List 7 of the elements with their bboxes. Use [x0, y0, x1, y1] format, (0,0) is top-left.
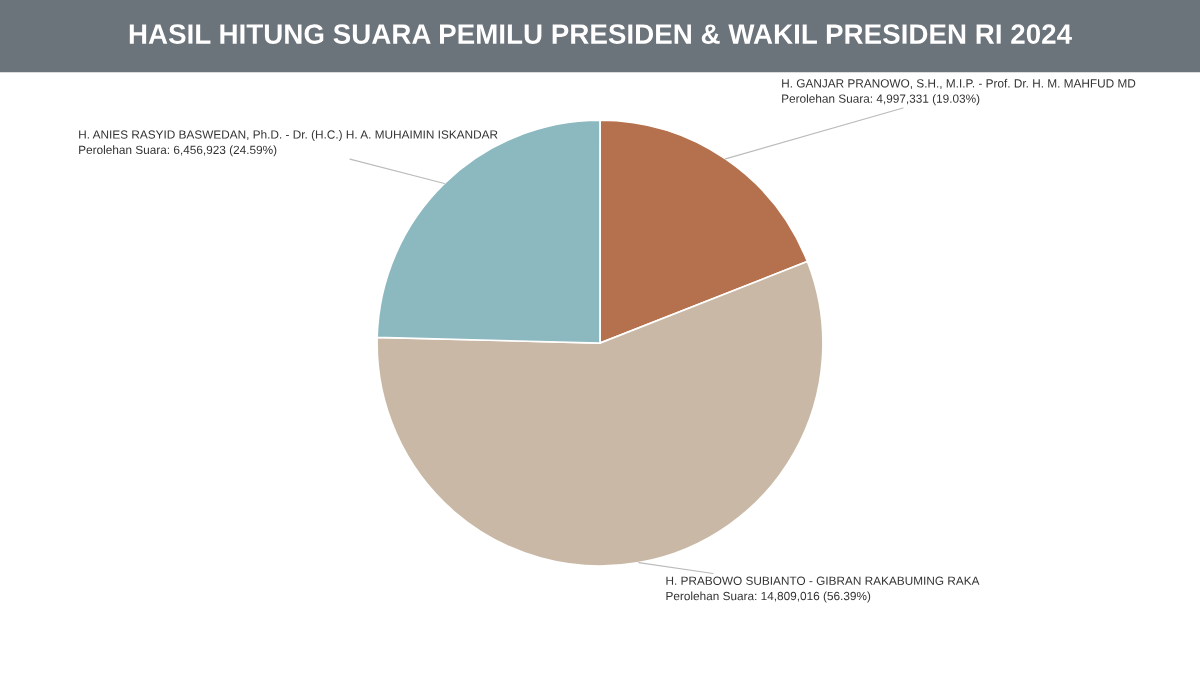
data-label: Perolehan Suara: 14,809,016 (56.39%) [666, 591, 871, 603]
slice-label: H. ANIES RASYID BASWEDAN, Ph.D. - Dr. (H.C.) H. A. MUHAIMIN ISKANDAR [79, 130, 498, 142]
data-label: Perolehan Suara: 4,997,331 (19.03%) [782, 94, 980, 106]
chart-title: HASIL HITUNG SUARA PEMILU PRESIDEN & WAKIL PRESIDEN RI 2024 [129, 24, 1072, 44]
data-label: Perolehan Suara: 6,456,923 (24.59%) [79, 145, 277, 157]
slice-label: H. GANJAR PRANOWO, S.H., M.I.P. - Prof. Dr. H. M. MAHFUD MD [782, 78, 1136, 89]
slice-label: H. PRABOWO SUBIANTO - GIBRAN RAKABUMING RAKA [666, 576, 980, 585]
